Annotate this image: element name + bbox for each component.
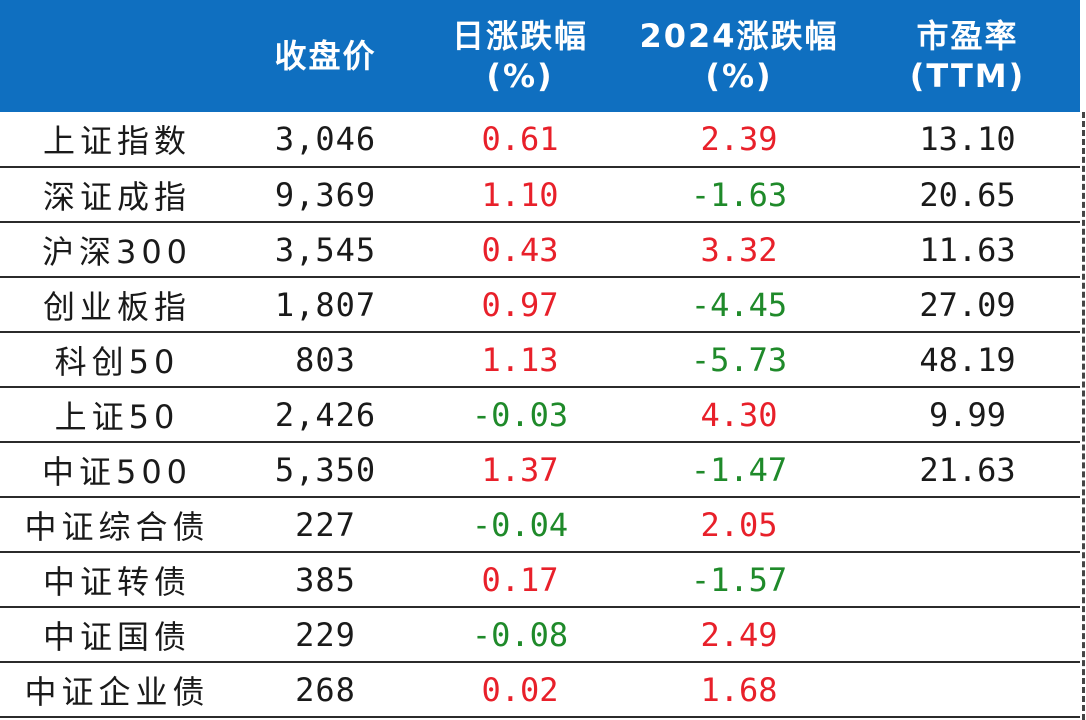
cell-daily-change: 0.97: [417, 277, 623, 333]
cell-pe-ratio: 9.99: [855, 387, 1080, 443]
cell-daily-change: 0.17: [417, 552, 623, 608]
header-row: 收盘价 日涨跌幅 (%) 2024涨跌幅 (%) 市盈率 (TTM): [0, 0, 1080, 112]
cell-pe-ratio: 20.65: [855, 167, 1080, 223]
cell-close-price: 1,807: [234, 277, 417, 333]
cell-ytd-change: -1.47: [623, 442, 855, 498]
cell-close-price: 227: [234, 497, 417, 553]
cell-pe-ratio: [855, 552, 1080, 608]
cell-close-price: 3,046: [234, 112, 417, 168]
header-pe-ratio: 市盈率 (TTM): [855, 0, 1080, 112]
cell-daily-change: 1.10: [417, 167, 623, 223]
cell-close-price: 803: [234, 332, 417, 388]
header-daily-change-unit: (%): [486, 57, 554, 95]
cell-ytd-change: 2.05: [623, 497, 855, 553]
table-row: 中证企业债 268 0.02 1.68: [0, 662, 1080, 718]
cell-pe-ratio: 27.09: [855, 277, 1080, 333]
header-pe-ratio-label: 市盈率: [916, 17, 1019, 55]
header-ytd-change: 2024涨跌幅 (%): [623, 0, 855, 112]
cell-close-price: 9,369: [234, 167, 417, 223]
cell-ytd-change: 1.68: [623, 662, 855, 718]
cell-pe-ratio: [855, 497, 1080, 553]
cell-index-name: 中证企业债: [0, 662, 234, 718]
cell-pe-ratio: 13.10: [855, 112, 1080, 168]
table-row: 沪深300 3,545 0.43 3.32 11.63: [0, 222, 1080, 278]
cell-pe-ratio: 48.19: [855, 332, 1080, 388]
cell-daily-change: 1.37: [417, 442, 623, 498]
cell-ytd-change: -4.45: [623, 277, 855, 333]
cell-ytd-change: 2.39: [623, 112, 855, 168]
table-body: 上证指数 3,046 0.61 2.39 13.10 深证成指 9,369 1.10 -1.63…: [0, 112, 1080, 718]
cell-index-name: 上证50: [0, 387, 234, 443]
header-index-name: [0, 0, 234, 112]
cell-close-price: 5,350: [234, 442, 417, 498]
cell-ytd-change: 2.49: [623, 607, 855, 663]
cell-close-price: 385: [234, 552, 417, 608]
cell-pe-ratio: [855, 607, 1080, 663]
header-ytd-change-unit: (%): [705, 57, 773, 95]
header-ytd-change-label: 2024涨跌幅: [639, 17, 839, 55]
cell-ytd-change: -1.57: [623, 552, 855, 608]
header-pe-ratio-unit: (TTM): [909, 57, 1026, 95]
cell-daily-change: 0.02: [417, 662, 623, 718]
cell-index-name: 中证500: [0, 442, 234, 498]
cell-ytd-change: -5.73: [623, 332, 855, 388]
table-row: 中证综合债 227 -0.04 2.05: [0, 497, 1080, 553]
cell-index-name: 中证综合债: [0, 497, 234, 553]
table-row: 深证成指 9,369 1.10 -1.63 20.65: [0, 167, 1080, 223]
cell-daily-change: 0.43: [417, 222, 623, 278]
cell-index-name: 上证指数: [0, 112, 234, 168]
cell-daily-change: 1.13: [417, 332, 623, 388]
table-header: 收盘价 日涨跌幅 (%) 2024涨跌幅 (%) 市盈率 (TTM): [0, 0, 1080, 112]
cell-close-price: 2,426: [234, 387, 417, 443]
cell-pe-ratio: 21.63: [855, 442, 1080, 498]
cell-pe-ratio: [855, 662, 1080, 718]
right-dashed-border: [1082, 112, 1085, 720]
header-daily-change: 日涨跌幅 (%): [417, 0, 623, 112]
table-row: 上证50 2,426 -0.03 4.30 9.99: [0, 387, 1080, 443]
cell-daily-change: -0.03: [417, 387, 623, 443]
cell-index-name: 创业板指: [0, 277, 234, 333]
table-row: 科创50 803 1.13 -5.73 48.19: [0, 332, 1080, 388]
table-row: 中证转债 385 0.17 -1.57: [0, 552, 1080, 608]
cell-index-name: 中证转债: [0, 552, 234, 608]
cell-ytd-change: -1.63: [623, 167, 855, 223]
table-row: 创业板指 1,807 0.97 -4.45 27.09: [0, 277, 1080, 333]
cell-ytd-change: 3.32: [623, 222, 855, 278]
cell-ytd-change: 4.30: [623, 387, 855, 443]
table-row: 上证指数 3,046 0.61 2.39 13.10: [0, 112, 1080, 168]
cell-index-name: 深证成指: [0, 167, 234, 223]
cell-index-name: 科创50: [0, 332, 234, 388]
cell-pe-ratio: 11.63: [855, 222, 1080, 278]
cell-daily-change: -0.08: [417, 607, 623, 663]
header-close-price-label: 收盘价: [274, 37, 377, 75]
cell-close-price: 229: [234, 607, 417, 663]
cell-index-name: 中证国债: [0, 607, 234, 663]
cell-close-price: 3,545: [234, 222, 417, 278]
header-close-price: 收盘价: [234, 0, 417, 112]
cell-close-price: 268: [234, 662, 417, 718]
table-row: 中证国债 229 -0.08 2.49: [0, 607, 1080, 663]
cell-index-name: 沪深300: [0, 222, 234, 278]
cell-daily-change: 0.61: [417, 112, 623, 168]
header-daily-change-label: 日涨跌幅: [451, 17, 588, 55]
table-row: 中证500 5,350 1.37 -1.47 21.63: [0, 442, 1080, 498]
cell-daily-change: -0.04: [417, 497, 623, 553]
